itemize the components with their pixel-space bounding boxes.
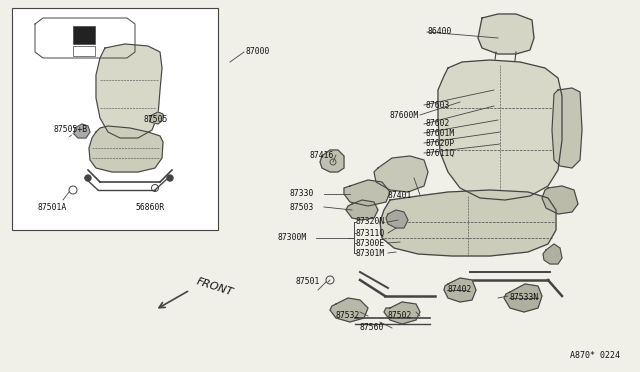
Text: 87560: 87560 (360, 324, 385, 333)
Text: 87320N: 87320N (356, 218, 385, 227)
Polygon shape (552, 88, 582, 168)
Polygon shape (344, 180, 390, 206)
Polygon shape (543, 244, 562, 264)
Bar (12, 8, 218, 230)
Circle shape (167, 175, 173, 181)
Text: 87505+B: 87505+B (53, 125, 87, 135)
Text: 86400: 86400 (428, 28, 452, 36)
Polygon shape (444, 278, 476, 302)
Polygon shape (478, 14, 534, 54)
Text: 87505: 87505 (143, 115, 168, 125)
Text: 87602: 87602 (425, 119, 449, 128)
Circle shape (85, 175, 91, 181)
Text: 87402: 87402 (448, 285, 472, 295)
Text: 87502: 87502 (388, 311, 412, 321)
Polygon shape (386, 210, 408, 228)
Polygon shape (346, 200, 378, 220)
Text: 87611Q: 87611Q (425, 148, 454, 157)
Text: 87416: 87416 (310, 151, 334, 160)
Polygon shape (89, 126, 163, 172)
Polygon shape (330, 298, 368, 322)
Polygon shape (150, 112, 163, 124)
Text: 87601M: 87601M (425, 128, 454, 138)
Polygon shape (384, 302, 420, 324)
Text: 87620P: 87620P (425, 138, 454, 148)
Text: 87600M: 87600M (390, 110, 419, 119)
Polygon shape (380, 190, 556, 256)
Text: 87300E: 87300E (356, 238, 385, 247)
Polygon shape (504, 284, 542, 312)
Text: FRONT: FRONT (195, 276, 234, 298)
Text: 87532: 87532 (335, 311, 360, 321)
Text: 87300M: 87300M (278, 234, 307, 243)
Text: 87501A: 87501A (38, 202, 67, 212)
Bar (73, 46, 95, 56)
Polygon shape (374, 156, 428, 192)
Text: 87330: 87330 (290, 189, 314, 199)
Text: 87000: 87000 (245, 48, 269, 57)
Polygon shape (96, 44, 162, 138)
Text: 87301M: 87301M (356, 248, 385, 257)
Text: 87603: 87603 (425, 100, 449, 109)
Text: 87401: 87401 (388, 190, 412, 199)
Text: 87533N: 87533N (510, 294, 540, 302)
Polygon shape (542, 186, 578, 214)
Polygon shape (320, 150, 344, 172)
Text: A870* 0224: A870* 0224 (570, 350, 620, 359)
Text: 56860R: 56860R (135, 202, 164, 212)
Text: 87311Q: 87311Q (356, 228, 385, 237)
Polygon shape (74, 124, 90, 138)
Text: 87501: 87501 (295, 278, 319, 286)
Bar (73, 26, 95, 44)
Text: 87503: 87503 (290, 202, 314, 212)
Polygon shape (438, 60, 562, 200)
